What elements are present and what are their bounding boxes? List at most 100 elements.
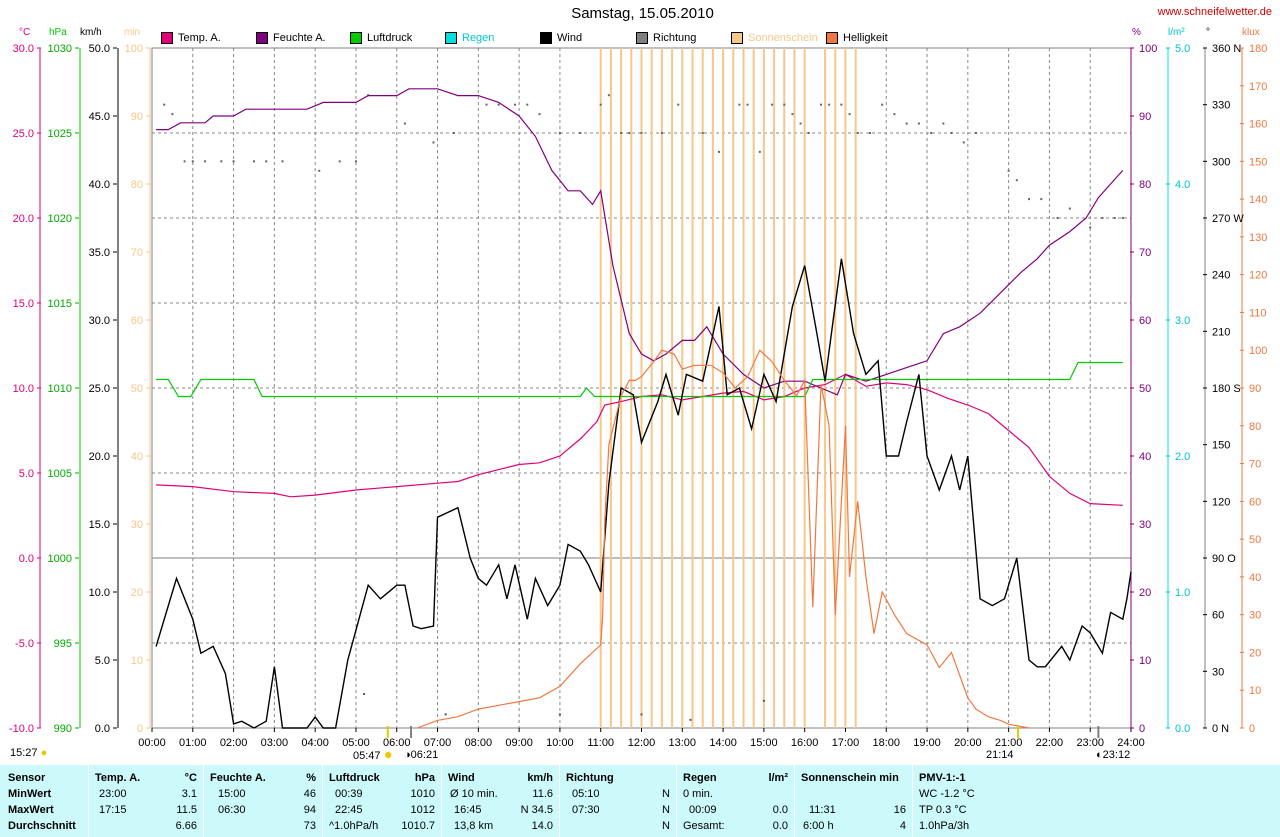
brightness-axis-label: 90: [1249, 383, 1261, 395]
x-tick-label: 10:00: [546, 737, 574, 749]
legend-pressure: Luftdruck: [350, 32, 412, 44]
direction-point: [354, 160, 357, 163]
legend-humidity: Feuchte A.: [256, 32, 326, 44]
table-col-temp: Temp. A. °C 23:00 3.1 17:15 11.5 6.66: [95, 772, 197, 832]
direction-point: [628, 132, 631, 134]
x-tick-label: 19:00: [913, 737, 941, 749]
unit-rain: l/m²: [1168, 27, 1185, 38]
direction-point: [252, 160, 255, 163]
x-tick-label: 23:00: [1076, 737, 1104, 749]
direction-point: [1101, 217, 1104, 219]
temp-axis-label: 0.0: [19, 553, 34, 565]
temp-axis-label: 30.0: [13, 43, 34, 55]
temp-axis-label: -5.0: [15, 638, 34, 650]
direction-point: [538, 113, 541, 116]
direction-point: [974, 132, 977, 134]
direction-point: [607, 94, 610, 97]
sun-axis-label: 0: [137, 723, 143, 735]
weather-chart: 00:00 01:00 02:00 03:00 04:00 05:00 06:00 07:00…: [9, 43, 1267, 749]
brightness-axis-label: 120: [1249, 270, 1267, 282]
direction-axis-label: 240: [1212, 270, 1230, 282]
sun-axis-label: 20: [131, 587, 143, 599]
wind-axis-label: 20.0: [89, 451, 110, 463]
x-tick-label: 06:00: [383, 737, 411, 749]
brightness-axis-label: 110: [1249, 307, 1267, 319]
sun-axis-label: 10: [131, 655, 143, 667]
pressure-axis-label: 1000: [48, 553, 72, 565]
humidity-axis-label: 80: [1139, 179, 1151, 191]
rain-point: [558, 713, 561, 716]
chart-title: Samstag, 15.05.2010: [571, 5, 714, 22]
sun-axis-label: 40: [131, 451, 143, 463]
direction-point: [338, 160, 341, 163]
brightness-axis-label: 150: [1249, 156, 1267, 168]
wind-axis-label: 25.0: [89, 383, 110, 395]
site-url: www.schneifelwetter.de: [1157, 6, 1272, 18]
legend-direction: Richtung: [636, 32, 696, 44]
direction-point: [746, 103, 749, 106]
x-tick-label: 04:00: [301, 737, 329, 749]
brightness-axis-label: 170: [1249, 81, 1267, 93]
wind-axis-label: 45.0: [89, 111, 110, 123]
temp-axis-label: 5.0: [19, 468, 34, 480]
direction-axis-label: 30: [1212, 666, 1224, 678]
x-tick-label: 00:00: [138, 737, 166, 749]
direction-point: [171, 113, 174, 116]
series-line-helligkeit: [416, 349, 1030, 729]
temp-axis-label: 25.0: [13, 128, 34, 140]
wind-axis-label: 30.0: [89, 315, 110, 327]
x-tick-label: 07:00: [424, 737, 452, 749]
direction-axis-label: 150: [1212, 440, 1230, 452]
direction-point: [1121, 217, 1124, 219]
direction-point: [640, 132, 643, 134]
direction-axis-label: 0 N: [1212, 723, 1229, 735]
wind-axis-label: 40.0: [89, 179, 110, 191]
unit-brightness: klux: [1242, 27, 1260, 38]
unit-wind: km/h: [80, 27, 102, 38]
rain-point: [444, 713, 447, 716]
humidity-axis-label: 100: [1139, 43, 1157, 55]
table-col-humidity: Feuchte A.% 15:00 46 06:30 94 73: [210, 772, 316, 832]
direction-point: [1068, 207, 1071, 210]
direction-axis-label: 120: [1212, 496, 1230, 508]
footer-time: 15:27 ●: [10, 747, 48, 759]
chart-area: 00:00 01:00 02:00 03:00 04:00 05:00 06:00 07:00…: [9, 5, 1272, 762]
direction-point: [848, 113, 851, 116]
unit-sun: min: [124, 27, 141, 38]
brightness-axis-label: 20: [1249, 647, 1261, 659]
rain-point: [762, 699, 765, 702]
rain-axis-label: 1.0: [1175, 587, 1190, 599]
direction-point: [660, 132, 663, 134]
sun-axis-label: 30: [131, 519, 143, 531]
direction-axis-label: 360 N: [1212, 43, 1241, 55]
rain-axis-label: 4.0: [1175, 179, 1190, 191]
direction-point: [318, 169, 321, 172]
table-col-wind: Wind km/h Ø 10 min. 11.6 16:45 N 34.5 13,8 …: [448, 772, 553, 832]
direction-point: [807, 132, 810, 134]
direction-point: [828, 103, 831, 106]
legend-wind: Wind: [540, 32, 582, 44]
direction-point: [599, 103, 602, 106]
rain-axis-label: 0.0: [1175, 723, 1190, 735]
x-tick-label: 02:00: [220, 737, 248, 749]
humidity-axis-label: 10: [1139, 655, 1151, 667]
direction-axis-label: 270 W: [1212, 213, 1244, 225]
brightness-axis-label: 70: [1249, 459, 1261, 471]
series-line-temp-a-: [156, 373, 1123, 506]
x-tick-label: 24:00: [1117, 737, 1145, 749]
unit-humidity: %: [1132, 27, 1141, 38]
direction-point: [204, 160, 207, 163]
direction-point: [452, 132, 455, 134]
x-tick-label: 22:00: [1036, 737, 1064, 749]
direction-point: [758, 150, 761, 153]
direction-point: [701, 132, 704, 134]
twilight-start-label: ◑06:21: [404, 749, 439, 761]
direction-point: [1089, 226, 1092, 229]
wind-axis-label: 35.0: [89, 247, 110, 259]
wind-axis-label: 15.0: [89, 519, 110, 531]
pressure-axis-label: 1020: [48, 213, 72, 225]
pressure-axis-label: 990: [54, 723, 72, 735]
twilight-icon: ◑: [404, 749, 411, 761]
x-tick-label: 17:00: [832, 737, 860, 749]
rain-axis-label: 2.0: [1175, 451, 1190, 463]
